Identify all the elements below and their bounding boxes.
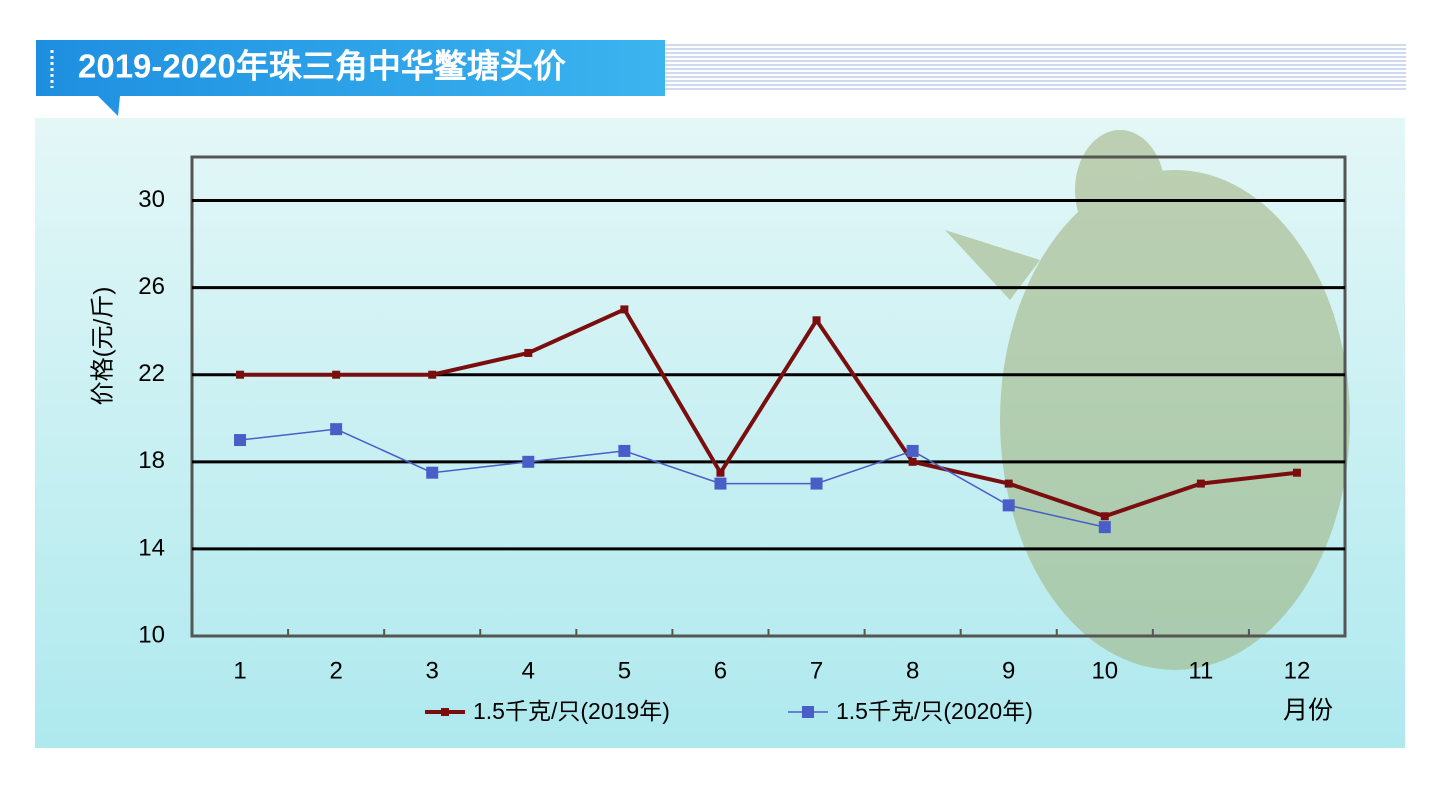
point <box>1098 521 1111 534</box>
point <box>522 455 535 468</box>
y-tick-label: 22 <box>138 360 165 387</box>
point <box>810 477 823 490</box>
point <box>906 444 919 457</box>
y-tick-label: 30 <box>138 186 165 213</box>
x-tick-label: 4 <box>522 657 535 684</box>
point <box>714 477 727 490</box>
y-axis-label: 价格(元/斤) <box>89 287 116 406</box>
point <box>812 316 821 325</box>
legend-label: 1.5千克/只(2020年) <box>836 698 1033 724</box>
x-tick-label: 3 <box>426 657 439 684</box>
series-line <box>239 428 1105 528</box>
point <box>234 434 247 447</box>
x-tick-label: 12 <box>1284 657 1311 684</box>
x-tick-label: 10 <box>1091 657 1118 684</box>
point <box>330 423 343 436</box>
point <box>1004 479 1013 488</box>
point <box>428 370 437 379</box>
x-tick-label: 6 <box>714 657 727 684</box>
banner-stripes <box>660 42 1406 90</box>
point <box>620 305 629 314</box>
legend-marker <box>441 708 449 716</box>
y-tick-label: 18 <box>138 447 165 474</box>
x-tick-label: 11 <box>1188 657 1213 684</box>
point <box>524 348 533 357</box>
y-tick-label: 26 <box>138 273 165 300</box>
chart-title: 2019-2020年珠三角中华鳖塘头价 <box>78 48 566 85</box>
x-axis-label: 月份 <box>1283 697 1333 725</box>
x-tick-label: 2 <box>329 657 342 684</box>
x-tick-label: 5 <box>618 657 631 684</box>
turtle-decoration <box>945 130 1350 670</box>
point <box>1002 499 1015 512</box>
point <box>618 444 631 457</box>
title-banner <box>36 40 665 116</box>
series-line <box>240 306 1298 519</box>
point <box>236 370 245 379</box>
legend-label: 1.5千克/只(2019年) <box>473 698 670 724</box>
point <box>426 466 439 479</box>
y-tick-label: 14 <box>138 534 165 561</box>
point <box>1100 512 1109 521</box>
point <box>332 370 341 379</box>
x-tick-label: 1 <box>233 657 246 684</box>
x-tick-label: 8 <box>906 657 919 684</box>
point <box>1196 479 1205 488</box>
point <box>716 468 725 477</box>
y-tick-label: 10 <box>138 621 165 648</box>
legend-marker <box>802 706 814 718</box>
x-tick-label: 7 <box>810 657 823 684</box>
x-tick-label: 9 <box>1002 657 1015 684</box>
point <box>908 457 917 466</box>
point <box>1292 468 1301 477</box>
